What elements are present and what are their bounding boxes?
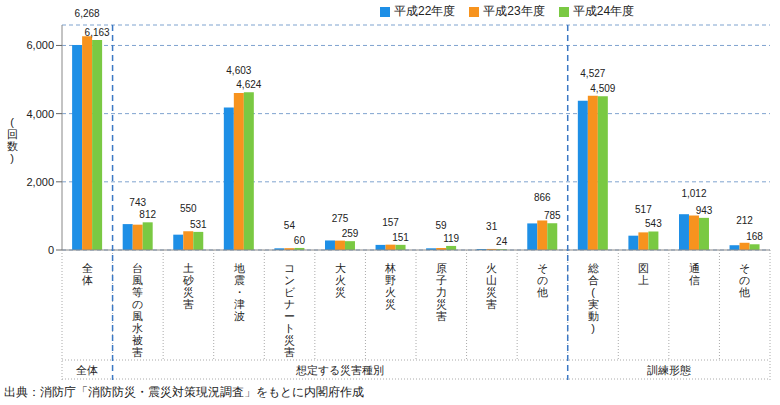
svg-text:0: 0: [48, 244, 54, 256]
svg-text:157: 157: [382, 217, 399, 228]
svg-text:4,603: 4,603: [226, 65, 251, 76]
svg-text:(回数): (回数): [8, 116, 18, 164]
svg-text:その他: その他: [537, 262, 548, 298]
svg-text:コンビナート災害: コンビナート災害: [284, 262, 296, 358]
svg-text:全体: 全体: [76, 364, 98, 376]
svg-text:866: 866: [534, 192, 551, 203]
svg-text:通信: 通信: [689, 262, 700, 286]
html-text:平成23年度: 平成23年度: [483, 4, 545, 18]
svg-text:743: 743: [129, 197, 146, 208]
html-text:出典：消防庁「消防防災・震災対策現況調査」をもとに内閣府作成: 出典：消防庁「消防防災・震災対策現況調査」をもとに内閣府作成: [4, 385, 364, 399]
svg-text:4,527: 4,527: [580, 68, 605, 79]
svg-text:火山災害: 火山災害: [486, 262, 497, 310]
svg-text:総合(実動): 総合(実動): [587, 262, 599, 334]
svg-text:785: 785: [544, 210, 561, 221]
html-text:平成22年度: 平成22年度: [394, 4, 456, 18]
svg-text:大火災: 大火災: [335, 262, 346, 298]
svg-text:31: 31: [486, 221, 498, 232]
svg-text:4,000: 4,000: [26, 108, 54, 120]
svg-text:543: 543: [645, 218, 662, 229]
svg-text:想定する災害種別: 想定する災害種別: [295, 364, 384, 377]
svg-text:168: 168: [746, 231, 763, 242]
svg-text:4,624: 4,624: [236, 79, 261, 90]
svg-text:その他: その他: [739, 262, 750, 298]
svg-text:54: 54: [284, 220, 296, 231]
svg-text:119: 119: [443, 233, 459, 244]
svg-text:原子力災害: 原子力災害: [436, 262, 447, 322]
svg-text:1,012: 1,012: [681, 188, 706, 199]
svg-text:6,163: 6,163: [85, 27, 110, 38]
svg-text:275: 275: [332, 213, 349, 224]
svg-text:531: 531: [190, 219, 207, 230]
svg-text:550: 550: [180, 203, 197, 214]
svg-text:943: 943: [696, 205, 713, 216]
html-text:平成24年度: 平成24年度: [572, 4, 635, 18]
svg-text:図上: 図上: [638, 262, 649, 286]
svg-text:土砂災害: 土砂災害: [182, 262, 194, 310]
svg-text:4,509: 4,509: [590, 83, 615, 94]
svg-text:24: 24: [496, 236, 508, 247]
svg-text:151: 151: [392, 232, 409, 243]
svg-text:林野火災: 林野火災: [384, 262, 396, 310]
svg-text:2,000: 2,000: [26, 176, 54, 188]
svg-text:212: 212: [736, 215, 753, 226]
svg-text:6,268: 6,268: [75, 8, 100, 19]
svg-text:全体: 全体: [82, 262, 93, 286]
svg-text:6,000: 6,000: [26, 39, 54, 51]
svg-text:訓練形態: 訓練形態: [647, 364, 691, 376]
svg-text:60: 60: [294, 235, 306, 246]
svg-text:台風等の風水被害: 台風等の風水被害: [132, 262, 143, 358]
svg-text:517: 517: [635, 204, 652, 215]
svg-text:259: 259: [342, 228, 359, 239]
svg-text:59: 59: [436, 220, 448, 231]
svg-text:地震・津波: 地震・津波: [233, 262, 245, 322]
svg-text:812: 812: [139, 209, 156, 220]
